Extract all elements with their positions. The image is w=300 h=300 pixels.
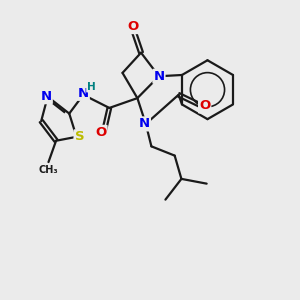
Text: CH₃: CH₃ — [39, 165, 58, 175]
Text: N: N — [41, 90, 52, 103]
Text: O: O — [95, 126, 106, 139]
Text: O: O — [127, 20, 138, 33]
Text: S: S — [74, 130, 84, 143]
Text: N: N — [139, 117, 150, 130]
Text: O: O — [199, 100, 210, 112]
Text: N: N — [153, 70, 164, 83]
Text: N: N — [78, 87, 89, 100]
Text: H: H — [87, 82, 95, 92]
